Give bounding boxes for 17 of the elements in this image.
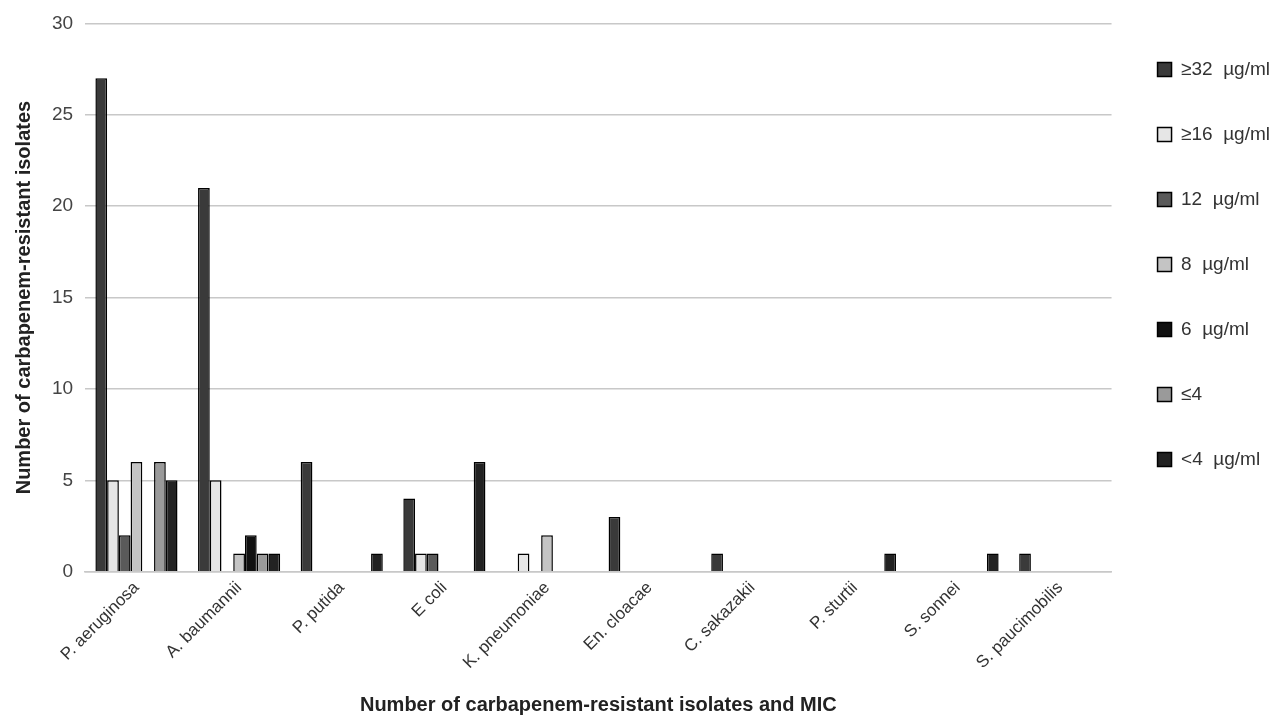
y-tick-label: 20 [51,194,74,216]
y-tick-label: 0 [62,559,74,581]
legend-label: 8 µg/ml [1181,252,1250,274]
y-tick-label: 5 [62,468,74,490]
y-tick-label: 10 [51,377,74,399]
legend-label: ≥32 µg/ml [1181,57,1271,79]
x-tick-label: E coli [407,577,451,621]
x-axis-title: Number of carbapenem-resistant isolates and MIC [359,692,837,715]
legend-label: 6 µg/ml [1181,317,1250,339]
y-tick-label: 15 [51,285,74,307]
legend-label: ≥16 µg/ml [1181,122,1271,144]
legend-label: 12 µg/ml [1181,187,1260,209]
legend-label: ≤4 [1181,382,1203,404]
y-axis-title: Number of carbapenem-resistant isolates [11,100,34,495]
y-tick-label: 25 [51,103,74,125]
y-tick-label: 30 [51,11,74,33]
legend-label: <4 µg/ml [1181,447,1261,469]
